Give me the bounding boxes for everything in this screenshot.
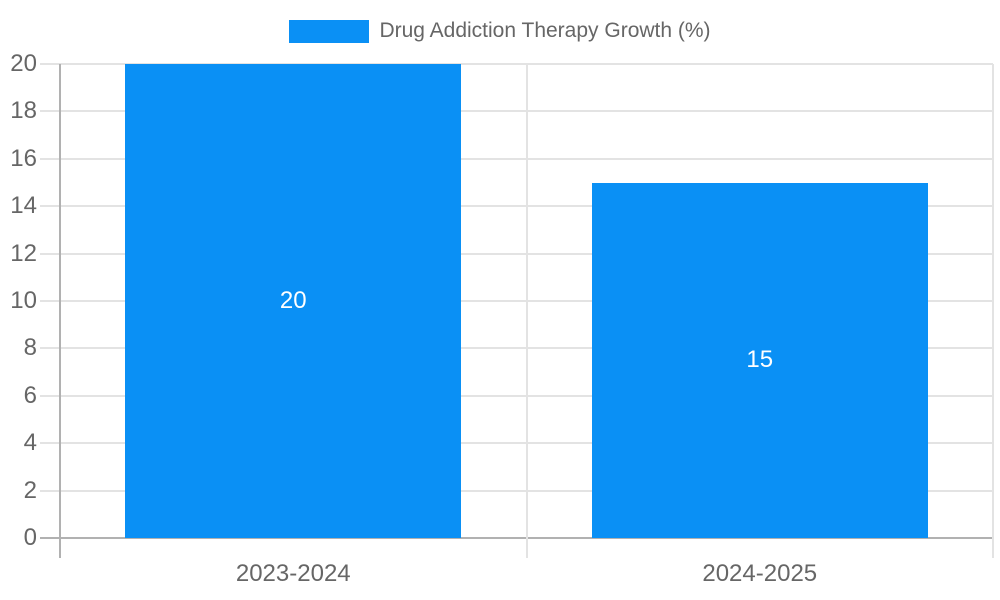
y-tick-label-2: 2: [23, 476, 37, 504]
gridline-y-6: [40, 394, 993, 397]
y-axis-line: [59, 64, 61, 558]
y-tick-label-0: 0: [23, 524, 37, 551]
x-boundary-tick-1: [525, 64, 528, 558]
bar-2023-2024: [125, 64, 462, 538]
gridline-y-16: [40, 157, 993, 160]
gridline-y-20: [40, 63, 993, 65]
gridline-y-14: [40, 205, 993, 208]
gridline-y-4: [40, 442, 993, 445]
gridline-y-8: [40, 347, 993, 350]
gridline-y-10: [40, 300, 993, 302]
y-tick-label-14: 14: [10, 192, 37, 220]
legend-label: Drug Addiction Therapy Growth (%): [379, 19, 711, 42]
gridline-y-12: [40, 252, 993, 255]
gridline-y-2: [40, 489, 993, 492]
y-tick-label-6: 6: [23, 381, 37, 409]
x-axis-baseline: [40, 537, 993, 539]
y-tick-label-10: 10: [10, 287, 37, 314]
y-tick-label-16: 16: [10, 144, 37, 172]
y-tick-label-18: 18: [10, 97, 37, 125]
x-boundary-tick-2: [992, 64, 994, 558]
bar-value-label-2023-2024: 20: [279, 287, 307, 314]
gridline-y-18: [40, 110, 993, 113]
y-tick-label-4: 4: [23, 429, 37, 457]
y-tick-label-8: 8: [23, 334, 37, 362]
x-axis-label-2024-2025: 2024-2025: [702, 560, 818, 587]
bar-value-label-2024-2025: 15: [746, 346, 774, 374]
legend-swatch: [289, 19, 370, 43]
y-tick-label-20: 20: [10, 50, 37, 77]
y-tick-label-12: 12: [10, 239, 37, 267]
x-axis-label-2023-2024: 2023-2024: [235, 560, 351, 587]
bar-2024-2025: [591, 182, 928, 538]
legend-item[interactable]: Drug Addiction Therapy Growth (%): [0, 19, 1000, 43]
